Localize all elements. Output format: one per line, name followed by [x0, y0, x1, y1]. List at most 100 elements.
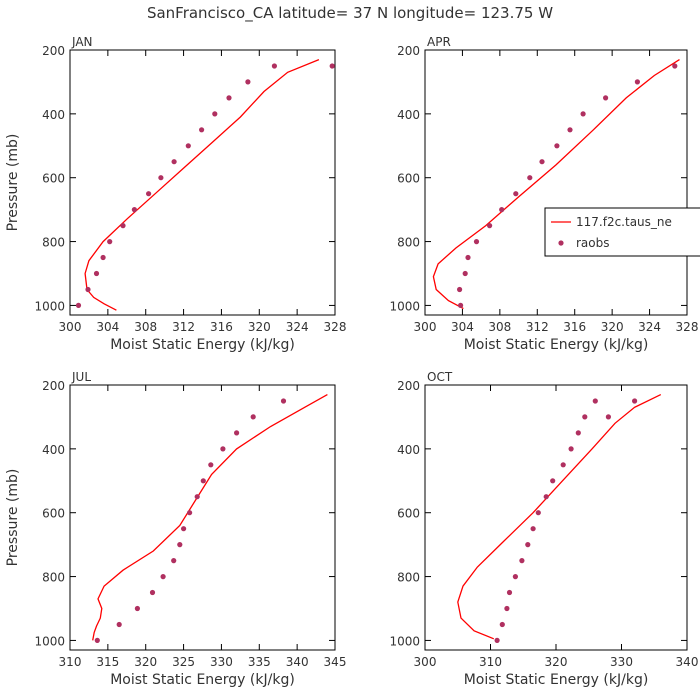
- raobs-point: [513, 191, 518, 196]
- raobs-point: [567, 127, 572, 132]
- raobs-point: [672, 63, 677, 68]
- x-tick-label: 316: [563, 320, 586, 334]
- model-line-oct: [458, 395, 661, 639]
- raobs-point: [146, 191, 151, 196]
- y-tick-label: 600: [397, 507, 420, 521]
- chart-figure: SanFrancisco_CA latitude= 37 N longitude…: [0, 0, 700, 700]
- x-tick-label: 328: [676, 320, 699, 334]
- raobs-point: [226, 95, 231, 100]
- legend-obs-label: raobs: [576, 236, 610, 250]
- raobs-point: [504, 606, 509, 611]
- raobs-point: [536, 510, 541, 515]
- raobs-point: [120, 223, 125, 228]
- x-tick-label: 320: [545, 655, 568, 669]
- chart-title: SanFrancisco_CA latitude= 37 N longitude…: [147, 4, 553, 23]
- y-tick-label: 400: [397, 443, 420, 457]
- chart-panels: JAN 300 304 308 312 316 320 324 328 200 400 600 800 1…: [5, 35, 700, 688]
- raobs-point: [76, 303, 81, 308]
- y-tick-label: 1000: [389, 634, 420, 648]
- raobs-point: [474, 239, 479, 244]
- x-axis-label: Moist Static Energy (kJ/kg): [464, 672, 649, 688]
- x-tick-label: 304: [96, 320, 119, 334]
- panel-title-jul: JUL: [71, 370, 91, 384]
- x-tick-label: 312: [526, 320, 549, 334]
- x-tick-label: 308: [488, 320, 511, 334]
- raobs-point: [251, 414, 256, 419]
- raobs-point: [150, 590, 155, 595]
- raobs-point: [95, 638, 100, 643]
- x-axis-label: Moist Static Energy (kJ/kg): [110, 337, 295, 353]
- raobs-point: [513, 574, 518, 579]
- raobs-point: [85, 287, 90, 292]
- x-tick-label: 330: [610, 655, 633, 669]
- raobs-point: [582, 414, 587, 419]
- raobs-point: [561, 462, 566, 467]
- x-tick-label: 312: [172, 320, 195, 334]
- y-tick-label: 200: [397, 44, 420, 58]
- raobs-point: [161, 574, 166, 579]
- x-tick-label: 320: [134, 655, 157, 669]
- y-tick-label: 800: [397, 236, 420, 250]
- raobs-point: [569, 446, 574, 451]
- y-tick-label: 400: [42, 443, 65, 457]
- raobs-point: [187, 510, 192, 515]
- x-tick-label: 324: [286, 320, 309, 334]
- y-tick-label: 600: [42, 172, 65, 186]
- y-tick-label: 1000: [389, 299, 420, 313]
- x-tick-label: 345: [324, 655, 347, 669]
- model-line-jul: [93, 395, 328, 641]
- raobs-point: [234, 430, 239, 435]
- panel-title-oct: OCT: [427, 370, 453, 384]
- raobs-point: [463, 271, 468, 276]
- raobs-point: [272, 63, 277, 68]
- x-tick-label: 310: [59, 655, 82, 669]
- raobs-point: [212, 111, 217, 116]
- raobs-point: [606, 414, 611, 419]
- y-tick-label: 1000: [34, 634, 65, 648]
- raobs-point: [458, 303, 463, 308]
- raobs-point: [172, 159, 177, 164]
- y-tick-label: 400: [397, 108, 420, 122]
- y-tick-label: 1000: [34, 299, 65, 313]
- raobs-point: [531, 526, 536, 531]
- raobs-point: [495, 638, 500, 643]
- raobs-point: [465, 255, 470, 260]
- y-tick-label: 800: [42, 571, 65, 585]
- raobs-point: [199, 127, 204, 132]
- y-tick-label: 600: [42, 507, 65, 521]
- raobs-point: [107, 239, 112, 244]
- raobs-point: [132, 207, 137, 212]
- raobs-point: [519, 558, 524, 563]
- raobs-point: [603, 95, 608, 100]
- raobs-point: [195, 494, 200, 499]
- legend-marker-swatch: [558, 240, 563, 245]
- panel-title-apr: APR: [427, 35, 451, 49]
- y-tick-label: 800: [397, 571, 420, 585]
- panel-jan: JAN 300 304 308 312 316 320 324 328 200 400 600 800 1…: [5, 35, 346, 353]
- panel-jul: JUL 310 315 320 325 330 335 340 345 200 400 600 800 1…: [5, 370, 346, 688]
- panel-frame-jan: [70, 50, 335, 315]
- raobs-point: [135, 606, 140, 611]
- y-tick-label: 200: [42, 379, 65, 393]
- legend-model-label: 117.f2c.taus_ne: [576, 215, 672, 229]
- x-tick-label: 315: [96, 655, 119, 669]
- raobs-point: [220, 446, 225, 451]
- raobs-point: [550, 478, 555, 483]
- y-axis-label: Pressure (mb): [5, 469, 21, 567]
- raobs-point: [186, 143, 191, 148]
- y-tick-label: 200: [42, 44, 65, 58]
- raobs-point: [457, 287, 462, 292]
- raobs-point: [632, 398, 637, 403]
- raobs-point: [94, 271, 99, 276]
- x-tick-label: 320: [601, 320, 624, 334]
- raobs-point: [201, 478, 206, 483]
- raobs-point: [117, 622, 122, 627]
- x-tick-label: 308: [134, 320, 157, 334]
- model-line-apr: [433, 60, 679, 309]
- x-tick-label: 324: [638, 320, 661, 334]
- x-tick-label: 300: [414, 320, 437, 334]
- raobs-point: [593, 398, 598, 403]
- y-tick-label: 200: [397, 379, 420, 393]
- raobs-point: [181, 526, 186, 531]
